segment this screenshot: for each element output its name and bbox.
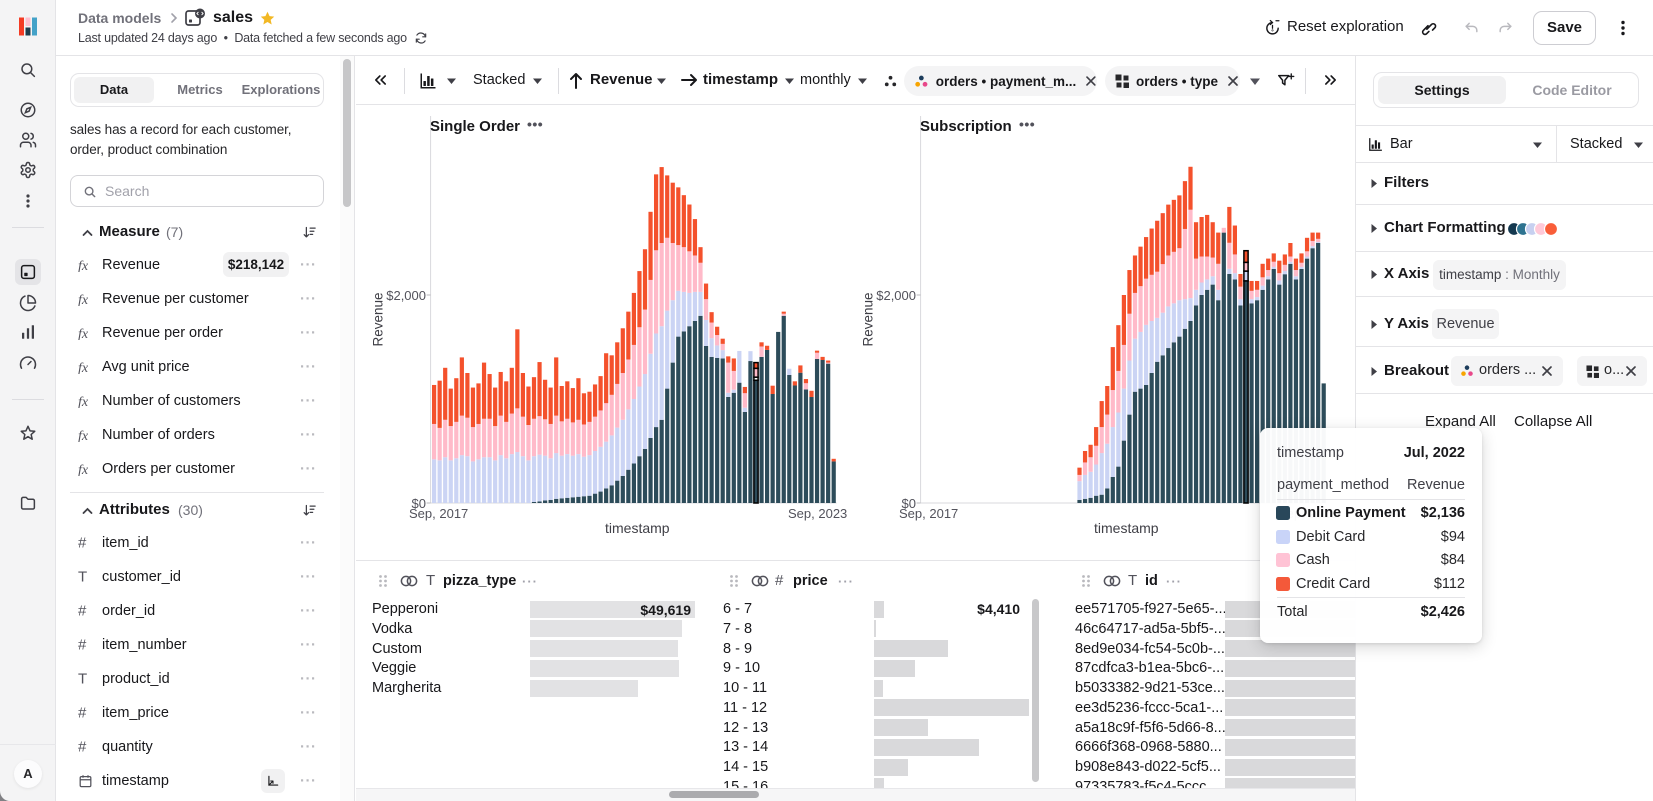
svg-text:fx: fx [78,463,89,476]
svg-text:fx: fx [78,429,89,442]
svg-text:fx: fx [78,395,89,408]
svg-text:fx: fx [78,259,89,272]
svg-text:fx: fx [78,361,89,374]
svg-text:fx: fx [78,327,89,340]
svg-text:fx: fx [78,293,89,306]
